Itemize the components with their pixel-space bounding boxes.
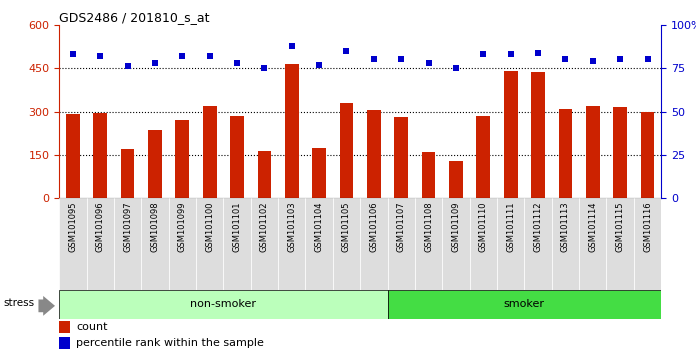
Point xyxy=(560,57,571,62)
Bar xyxy=(477,116,490,198)
Bar xyxy=(367,110,381,198)
Bar xyxy=(114,198,141,290)
Bar xyxy=(168,198,196,290)
Point xyxy=(642,57,653,62)
Point xyxy=(314,62,325,68)
Bar xyxy=(552,198,579,290)
Bar xyxy=(586,106,600,198)
Text: percentile rank within the sample: percentile rank within the sample xyxy=(76,338,264,348)
Point xyxy=(68,51,79,57)
Text: non-smoker: non-smoker xyxy=(190,299,256,309)
Point xyxy=(477,51,489,57)
Point xyxy=(587,58,599,64)
Text: GSM101108: GSM101108 xyxy=(424,201,433,252)
Point xyxy=(450,65,461,71)
Bar xyxy=(148,130,161,198)
Bar xyxy=(306,198,333,290)
Text: GSM101097: GSM101097 xyxy=(123,201,132,252)
Text: stress: stress xyxy=(3,298,34,308)
Text: GSM101104: GSM101104 xyxy=(315,201,324,251)
Point xyxy=(532,50,544,55)
Point xyxy=(204,53,215,59)
Text: GSM101109: GSM101109 xyxy=(452,201,461,251)
Bar xyxy=(59,337,70,349)
Text: GSM101101: GSM101101 xyxy=(232,201,242,251)
Bar xyxy=(66,114,79,198)
FancyArrow shape xyxy=(38,296,55,316)
Bar xyxy=(504,71,518,198)
Point xyxy=(505,51,516,57)
Text: GSM101099: GSM101099 xyxy=(177,201,187,251)
Point xyxy=(150,60,161,66)
Bar xyxy=(333,198,361,290)
Text: GSM101106: GSM101106 xyxy=(370,201,379,252)
Text: GSM101116: GSM101116 xyxy=(643,201,652,252)
Bar xyxy=(59,321,70,333)
Point xyxy=(368,57,379,62)
Text: GSM101111: GSM101111 xyxy=(506,201,515,251)
Bar xyxy=(415,198,442,290)
Bar xyxy=(223,198,251,290)
Bar xyxy=(230,116,244,198)
Bar xyxy=(641,112,654,198)
Text: GSM101103: GSM101103 xyxy=(287,201,296,252)
Point xyxy=(286,43,297,48)
Bar xyxy=(86,198,114,290)
Point xyxy=(232,60,243,66)
Bar xyxy=(59,290,388,319)
Point xyxy=(177,53,188,59)
Text: GSM101095: GSM101095 xyxy=(68,201,77,251)
Text: GSM101105: GSM101105 xyxy=(342,201,351,251)
Bar xyxy=(442,198,470,290)
Text: smoker: smoker xyxy=(504,299,545,309)
Bar xyxy=(251,198,278,290)
Text: GSM101098: GSM101098 xyxy=(150,201,159,252)
Bar xyxy=(497,198,524,290)
Text: GSM101114: GSM101114 xyxy=(588,201,597,251)
Point xyxy=(341,48,352,53)
Text: GSM101113: GSM101113 xyxy=(561,201,570,252)
Bar xyxy=(313,148,326,198)
Bar xyxy=(285,64,299,198)
Bar xyxy=(579,198,606,290)
Bar xyxy=(59,198,86,290)
Bar xyxy=(175,120,189,198)
Text: GSM101107: GSM101107 xyxy=(397,201,406,252)
Bar xyxy=(524,198,552,290)
Bar xyxy=(395,117,408,198)
Bar xyxy=(203,106,216,198)
Bar xyxy=(361,198,388,290)
Bar xyxy=(559,109,572,198)
Point xyxy=(122,64,133,69)
Bar xyxy=(196,198,223,290)
Bar xyxy=(120,149,134,198)
Point xyxy=(259,65,270,71)
Bar xyxy=(470,198,497,290)
Point xyxy=(95,53,106,59)
Point xyxy=(615,57,626,62)
Bar xyxy=(278,198,306,290)
Text: GSM101102: GSM101102 xyxy=(260,201,269,251)
Bar xyxy=(340,103,354,198)
Bar xyxy=(93,113,107,198)
Bar xyxy=(141,198,168,290)
Bar xyxy=(634,198,661,290)
Bar xyxy=(531,73,545,198)
Text: GSM101112: GSM101112 xyxy=(534,201,543,251)
Text: GSM101096: GSM101096 xyxy=(96,201,104,252)
Text: GDS2486 / 201810_s_at: GDS2486 / 201810_s_at xyxy=(59,11,209,24)
Text: count: count xyxy=(76,322,107,332)
Text: GSM101100: GSM101100 xyxy=(205,201,214,251)
Point xyxy=(423,60,434,66)
Bar xyxy=(422,152,436,198)
Bar xyxy=(449,161,463,198)
Bar xyxy=(258,150,271,198)
Point xyxy=(395,57,406,62)
Text: GSM101110: GSM101110 xyxy=(479,201,488,251)
Bar xyxy=(388,290,661,319)
Bar xyxy=(606,198,634,290)
Bar xyxy=(613,107,627,198)
Bar xyxy=(388,198,415,290)
Text: GSM101115: GSM101115 xyxy=(616,201,624,251)
